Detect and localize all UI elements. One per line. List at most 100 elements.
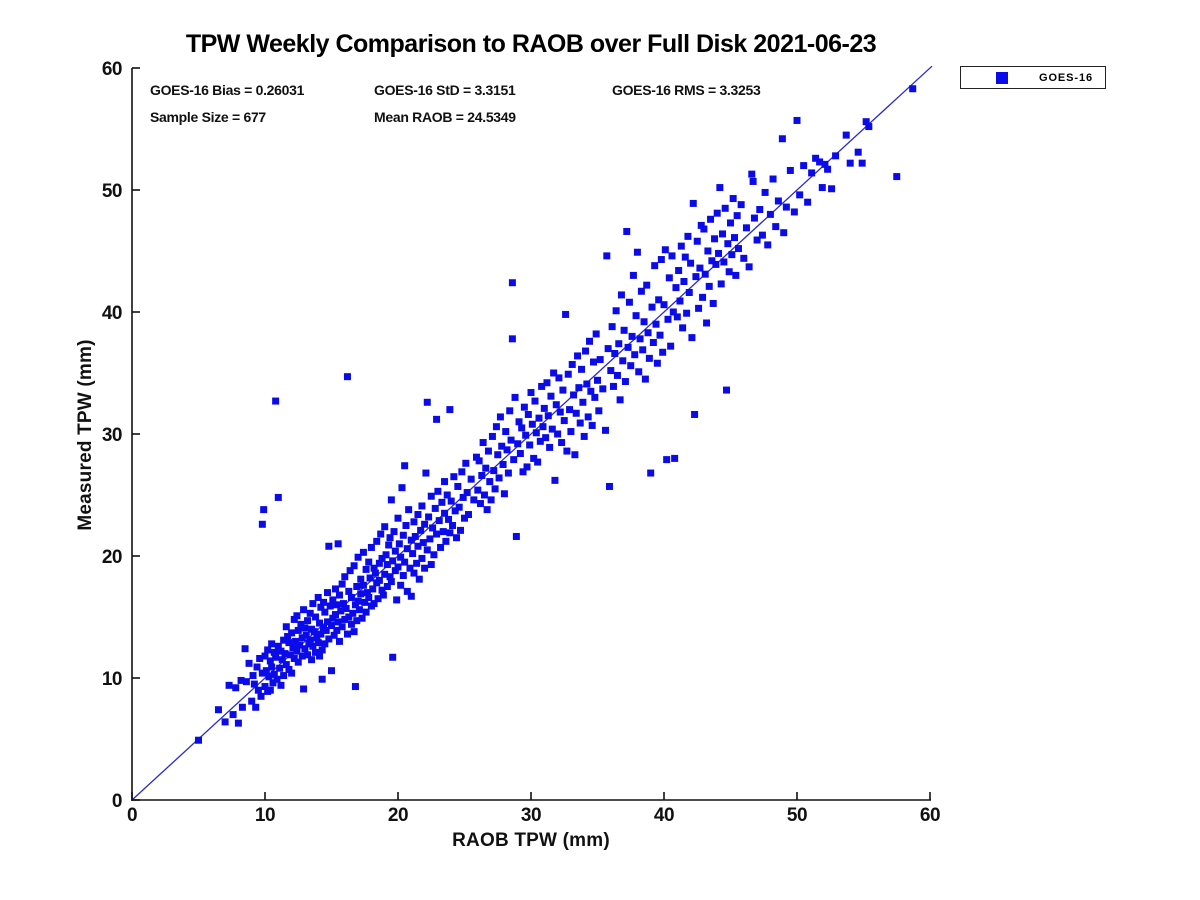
scatter-point xyxy=(317,603,325,611)
scatter-point xyxy=(780,229,788,237)
scatter-point xyxy=(459,493,467,501)
scatter-point xyxy=(534,458,542,466)
scatter-point xyxy=(411,532,419,540)
scatter-point xyxy=(661,246,669,254)
scatter-point xyxy=(685,288,693,296)
scatter-point xyxy=(341,615,349,623)
scatter-point xyxy=(804,198,812,206)
scatter-point xyxy=(846,159,854,167)
scatter-point xyxy=(696,264,704,272)
scatter-point xyxy=(237,676,245,684)
scatter-point xyxy=(724,240,732,248)
scatter-point xyxy=(699,293,707,301)
scatter-point xyxy=(669,308,677,316)
y-tick-label: 10 xyxy=(102,669,122,690)
scatter-point xyxy=(665,274,673,282)
scatter-point xyxy=(560,417,568,425)
scatter-point xyxy=(397,553,405,561)
scatter-point xyxy=(363,589,371,597)
scatter-point xyxy=(587,387,595,395)
scatter-point xyxy=(461,514,468,522)
scatter-point xyxy=(484,447,492,455)
scatter-point xyxy=(550,369,558,377)
scatter-point xyxy=(378,586,386,594)
scatter-point xyxy=(660,301,668,309)
scatter-point xyxy=(591,393,599,401)
scatter-point xyxy=(476,500,484,508)
scatter-point xyxy=(253,663,261,671)
scatter-point xyxy=(385,541,393,549)
scatter-point xyxy=(329,596,337,604)
scatter-point xyxy=(539,423,547,431)
scatter-point xyxy=(713,209,721,217)
scatter-point xyxy=(288,629,296,637)
scatter-point xyxy=(362,608,370,616)
scatter-point xyxy=(510,456,518,464)
scatter-point xyxy=(298,634,306,642)
scatter-point xyxy=(316,652,324,660)
scatter-point xyxy=(599,385,607,393)
scatter-point xyxy=(601,426,609,434)
scatter-point xyxy=(503,446,511,454)
scatter-point xyxy=(330,631,338,639)
scatter-point xyxy=(398,484,406,492)
scatter-point xyxy=(338,580,346,588)
scatter-point xyxy=(328,622,335,630)
scatter-point xyxy=(488,432,496,440)
scatter-point xyxy=(325,635,333,643)
x-tick-label: 30 xyxy=(521,805,541,826)
scatter-point xyxy=(730,234,738,242)
scatter-point xyxy=(616,396,624,404)
scatter-point xyxy=(366,574,374,582)
scatter-point xyxy=(554,430,562,438)
scatter-point xyxy=(265,673,273,681)
scatter-point xyxy=(750,214,758,222)
scatter-point xyxy=(261,652,269,660)
scatter-point xyxy=(258,520,266,528)
scatter-point xyxy=(705,282,713,290)
scatter-point xyxy=(611,349,619,357)
y-tick-label: 50 xyxy=(102,181,122,202)
scatter-point xyxy=(604,345,612,353)
scatter-point xyxy=(516,450,524,458)
scatter-point xyxy=(645,354,653,362)
x-tick-label: 60 xyxy=(920,805,940,826)
scatter-point xyxy=(316,619,324,627)
scatter-point xyxy=(277,647,285,655)
scatter-point xyxy=(266,657,274,665)
scatter-point xyxy=(389,653,397,661)
scatter-point xyxy=(365,558,373,566)
scatter-point xyxy=(310,628,318,636)
scatter-point xyxy=(480,491,488,499)
scatter-point xyxy=(592,330,600,338)
scatter-point xyxy=(270,648,278,656)
scatter-point xyxy=(487,496,495,504)
scatter-point xyxy=(361,598,369,606)
scatter-point xyxy=(347,593,355,601)
scatter-point xyxy=(761,188,769,196)
scatter-point xyxy=(357,575,365,583)
scatter-point xyxy=(297,620,305,628)
scatter-point xyxy=(225,681,233,689)
scatter-point xyxy=(351,683,359,691)
scatter-point xyxy=(232,684,240,692)
scatter-point xyxy=(511,393,519,401)
scatter-point xyxy=(249,672,257,680)
scatter-point xyxy=(333,626,341,634)
scatter-point xyxy=(270,670,278,678)
scatter-point xyxy=(854,148,862,156)
scatter-point xyxy=(719,230,727,238)
scatter-point xyxy=(796,191,804,199)
scatter-point xyxy=(273,675,281,683)
scatter-point xyxy=(552,401,560,409)
scatter-point xyxy=(343,630,351,638)
scatter-point xyxy=(733,212,741,220)
scatter-point xyxy=(723,386,731,394)
scatter-point xyxy=(512,532,520,540)
scatter-point xyxy=(305,640,313,648)
scatter-point xyxy=(387,578,395,586)
scatter-point xyxy=(281,650,289,658)
scatter-point xyxy=(438,498,446,506)
scatter-point xyxy=(304,617,312,625)
